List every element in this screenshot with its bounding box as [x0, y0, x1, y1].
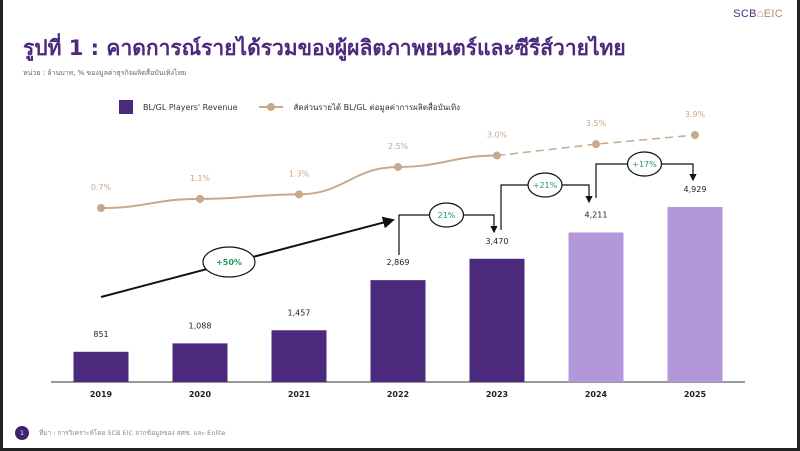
- ratio-line-forecast: [496, 134, 696, 157]
- x-tick-label: 2025: [684, 390, 707, 399]
- ratio-point: [394, 162, 402, 171]
- growth-label: +17%: [632, 160, 657, 169]
- bar-2025: [667, 207, 723, 382]
- bar-2019: [73, 351, 129, 382]
- footer: 1 ที่มา : การวิเคราะห์โดย SCB EIC จากข้อ…: [15, 426, 226, 440]
- bar-value-label: 2,869: [387, 258, 410, 267]
- ratio-label: 3.0%: [487, 131, 508, 140]
- source-note: ที่มา : การวิเคราะห์โดย SCB EIC จากข้อมู…: [39, 429, 226, 437]
- scb-eic-logo: SCB⌂EIC: [733, 8, 783, 20]
- growth-bubble: [428, 202, 465, 228]
- bar-value-label: 4,211: [585, 210, 608, 219]
- bar-value-label: 4,929: [684, 185, 707, 194]
- bar-value-label: 3,470: [486, 237, 509, 246]
- x-tick-label: 2024: [585, 390, 608, 399]
- bar-2022: [370, 280, 426, 382]
- growth-label: 21%: [438, 211, 456, 220]
- x-tick-label: 2023: [486, 390, 508, 399]
- legend-bar-swatch: [119, 100, 133, 114]
- ratio-point: [295, 190, 303, 199]
- bar-value-label: 1,088: [189, 321, 212, 330]
- bar-value-label: 1,457: [288, 308, 311, 317]
- x-tick-label: 2019: [90, 390, 113, 399]
- growth-label: +21%: [533, 181, 558, 190]
- ratio-line: [100, 154, 498, 209]
- ratio-point: [691, 131, 699, 140]
- page-number: 1: [15, 426, 29, 440]
- x-tick-label: 2020: [189, 390, 212, 399]
- bar-2023: [469, 258, 525, 382]
- bar-value-label: 851: [93, 330, 108, 339]
- chart-legend: BL/GL Players' Revenue สัดส่วนรายได้ BL/…: [119, 100, 460, 114]
- growth-label: +50%: [216, 258, 242, 267]
- growth-bubble: [527, 172, 563, 198]
- legend-bar-label: BL/GL Players' Revenue: [143, 102, 238, 112]
- bar-2020: [172, 343, 228, 382]
- legend-line-label: สัดส่วนรายได้ BL/GL ต่อมูลค่าการผลิตสื่อ…: [293, 102, 461, 112]
- ratio-label: 2.5%: [388, 142, 409, 151]
- bar-2021: [271, 330, 327, 382]
- ratio-label: 3.5%: [586, 119, 607, 128]
- x-tick-label: 2021: [288, 390, 311, 399]
- ratio-point: [196, 194, 204, 203]
- ratio-point: [493, 151, 501, 160]
- bar-2024: [568, 232, 624, 382]
- growth-bubble: [626, 151, 663, 177]
- ratio-point: [592, 140, 600, 149]
- x-tick-label: 2022: [387, 390, 409, 399]
- ratio-point: [97, 204, 105, 212]
- ratio-label: 0.7%: [91, 183, 112, 192]
- unit-note: หน่วย : ล้านบาท, % ของมูลค่าธุรกิจผลิตสื…: [23, 69, 187, 77]
- legend-line-swatch: [259, 102, 284, 112]
- growth-bubble: [202, 246, 256, 278]
- ratio-label: 1.3%: [289, 169, 310, 178]
- revenue-chart: 851 2019 1,088 2020 1,457 2021 2,869 2022 3,470 2…: [51, 110, 745, 399]
- ratio-label: 1.1%: [190, 174, 211, 183]
- ratio-label: 3.9%: [685, 110, 706, 119]
- page-title: รูปที่ 1 : คาดการณ์รายได้รวมของผู้ผลิตภา…: [23, 36, 626, 60]
